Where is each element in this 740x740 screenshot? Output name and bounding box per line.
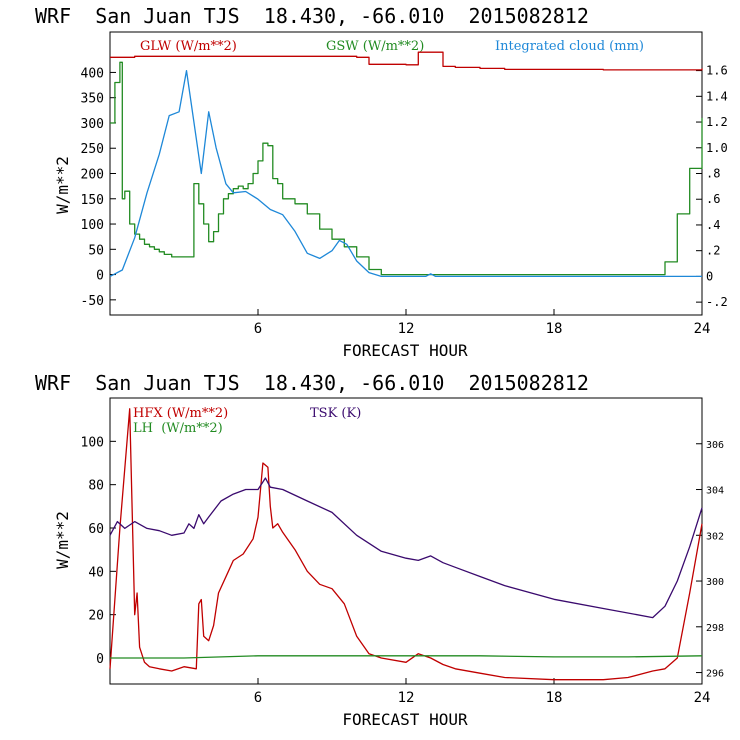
y2-tick-label: 300 bbox=[706, 577, 724, 588]
y2-tick-label: 296 bbox=[706, 669, 724, 680]
y2-tick-label: 1.6 bbox=[706, 64, 728, 78]
axis-ticks: 6 12 18 24 0 20 40 60 80 100 296 298 300 302 304 306 bbox=[81, 435, 725, 706]
y2-tick-label: 1.2 bbox=[706, 115, 728, 129]
series-line-lh bbox=[110, 655, 703, 659]
y-tick-label: 0 bbox=[96, 269, 104, 284]
y-tick-label: 40 bbox=[88, 565, 104, 580]
axis-ticks: 6 12 18 24 -50 0 50 100 150 200 250 300 350 400 -.2 0 .2… bbox=[81, 64, 728, 337]
y2-tick-label: -.2 bbox=[706, 295, 728, 309]
plot-frame bbox=[109, 397, 703, 685]
series-lines bbox=[109, 51, 703, 278]
x-tick-label: 24 bbox=[694, 321, 711, 337]
y-tick-label: 350 bbox=[81, 92, 104, 107]
legend-lh: LH (W/m**2) bbox=[133, 421, 223, 436]
series-lines bbox=[109, 408, 703, 681]
series-line-integrated-cloud bbox=[109, 69, 702, 278]
y2-tick-label: 298 bbox=[706, 623, 724, 634]
y-tick-label: 0 bbox=[96, 652, 104, 667]
chart-title: WRF San Juan TJS 18.430, -66.010 2015082… bbox=[35, 371, 589, 395]
legend-cloud: Integrated cloud (mm) bbox=[495, 39, 644, 54]
y-tick-label: 400 bbox=[81, 66, 104, 81]
series-line-gsw bbox=[110, 61, 703, 276]
x-tick-label: 24 bbox=[694, 690, 711, 706]
x-tick-label: 12 bbox=[398, 321, 415, 337]
chart-radiation-cloud: WRF San Juan TJS 18.430, -66.010 2015082… bbox=[35, 4, 728, 360]
y-tick-label: 100 bbox=[81, 218, 104, 233]
y-tick-label: 50 bbox=[88, 243, 104, 258]
x-tick-label: 6 bbox=[254, 321, 262, 337]
chart-heat-flux-skin-temp: WRF San Juan TJS 18.430, -66.010 2015082… bbox=[35, 371, 724, 729]
y-axis-label: W/m**2 bbox=[53, 511, 72, 569]
y2-tick-label: .4 bbox=[706, 218, 720, 232]
y-tick-label: 150 bbox=[81, 193, 104, 208]
legend-hfx: HFX (W/m**2) bbox=[133, 406, 228, 421]
legend-gsw: GSW (W/m**2) bbox=[326, 39, 424, 54]
y2-tick-label: 302 bbox=[706, 531, 724, 542]
y-tick-label: 200 bbox=[81, 168, 104, 183]
plot-frame bbox=[109, 31, 703, 316]
y2-tick-label: 304 bbox=[706, 486, 724, 497]
y2-tick-label: 1.4 bbox=[706, 89, 728, 103]
x-axis-label: FORECAST HOUR bbox=[342, 710, 468, 729]
legend-tsk: TSK (K) bbox=[310, 406, 361, 421]
series-line-tsk bbox=[109, 477, 703, 619]
y2-tick-label: 0 bbox=[706, 269, 713, 283]
y-axis-label: W/m**2 bbox=[53, 156, 72, 214]
x-tick-label: 18 bbox=[546, 690, 563, 706]
y2-tick-label: 1.0 bbox=[706, 141, 728, 155]
y-tick-label: 100 bbox=[81, 435, 104, 450]
legend-glw: GLW (W/m**2) bbox=[140, 39, 237, 54]
y-tick-label: 250 bbox=[81, 142, 104, 157]
x-tick-label: 12 bbox=[398, 690, 415, 706]
series-line-hfx bbox=[109, 408, 703, 681]
x-axis-label: FORECAST HOUR bbox=[342, 341, 468, 360]
x-tick-label: 18 bbox=[546, 321, 563, 337]
y-tick-label: 20 bbox=[88, 609, 104, 624]
y2-tick-label: .2 bbox=[706, 244, 720, 258]
chart-title: WRF San Juan TJS 18.430, -66.010 2015082… bbox=[35, 4, 589, 28]
x-tick-label: 6 bbox=[254, 690, 262, 706]
y2-tick-label: 306 bbox=[706, 440, 724, 451]
y2-tick-label: .6 bbox=[706, 192, 720, 206]
y-tick-label: 80 bbox=[88, 479, 104, 494]
y-tick-label: -50 bbox=[81, 294, 104, 309]
series-line-glw bbox=[110, 51, 703, 71]
y-tick-label: 60 bbox=[88, 522, 104, 537]
y-tick-label: 300 bbox=[81, 117, 104, 132]
y2-tick-label: .8 bbox=[706, 167, 720, 181]
